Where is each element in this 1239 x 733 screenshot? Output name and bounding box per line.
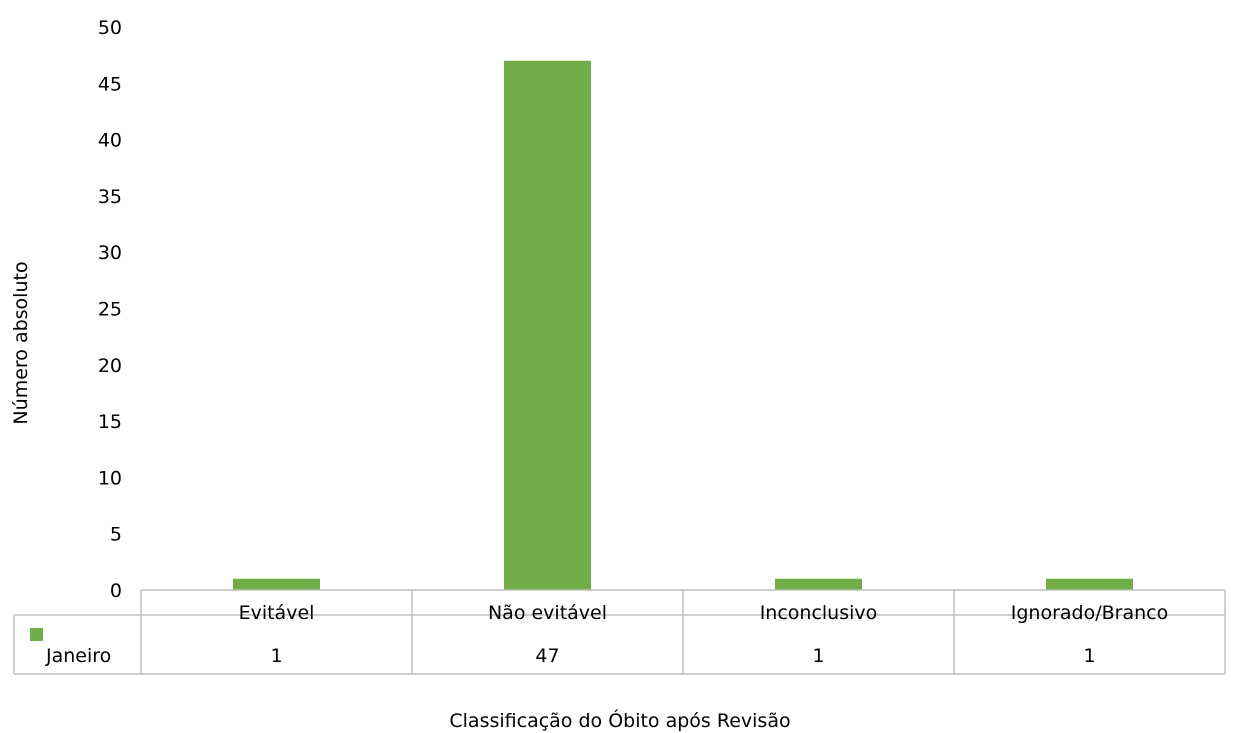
y-axis-title: Número absoluto [10,261,32,424]
bar [504,60,591,590]
y-tick-label: 30 [98,242,122,264]
data-label: 1 [812,645,824,667]
category-label: Evitável [239,602,315,624]
y-tick-label: 5 [110,524,122,546]
category-label: Inconclusivo [760,602,878,624]
y-tick-label: 35 [98,186,122,208]
y-tick-label: 25 [98,299,122,321]
y-tick-label: 20 [98,355,122,377]
data-table: Evitável Não evitável Inconclusivo Ignorado… [13,589,1226,675]
data-label: 47 [535,645,559,667]
bar [1046,578,1133,590]
data-label: 1 [1083,645,1095,667]
category-label: Ignorado/Branco [1011,602,1168,624]
y-tick-label: 15 [98,411,122,433]
y-tick-label: 40 [98,130,122,152]
y-tick-label: 50 [98,17,122,39]
bars [233,60,1133,590]
y-tick-label: 0 [110,580,122,602]
legend-label: Janeiro [45,645,111,667]
legend-swatch [30,628,43,641]
category-label: Não evitável [488,602,607,624]
y-tick-label: 45 [98,73,122,95]
x-axis-title: Classificação do Óbito após Revisão [449,708,790,732]
bar [233,578,320,590]
y-tick-label: 10 [98,467,122,489]
bar [775,578,862,590]
y-axis-ticks: 0 5 10 15 20 25 30 35 40 45 50 [98,17,122,602]
data-label: 1 [270,645,282,667]
